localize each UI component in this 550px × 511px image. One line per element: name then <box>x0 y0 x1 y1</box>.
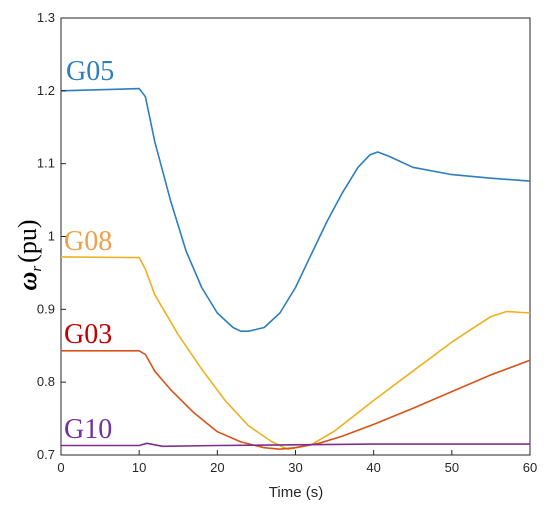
y-tick-label: 0.9 <box>37 301 55 316</box>
series-line-g05 <box>60 87 531 333</box>
x-tick-label: 40 <box>366 460 380 475</box>
series-line-g10 <box>61 442 530 448</box>
y-tick-label: 1.1 <box>37 156 55 171</box>
x-tick-label: 10 <box>132 460 146 475</box>
y-tick-label: 1.2 <box>37 83 55 98</box>
series-label-g05: G05 <box>66 56 114 87</box>
series-label-g03: G03 <box>64 319 112 350</box>
y-tick-label: 0.8 <box>37 374 55 389</box>
x-tick-label: 30 <box>288 460 302 475</box>
x-axis-label: Time (s) <box>269 484 323 501</box>
svg-text:ωr(pu): ωr (pu) <box>13 220 45 291</box>
x-tick-label: 0 <box>57 460 64 475</box>
series-label-g08: G08 <box>64 226 112 257</box>
y-axis: 0.7 0.8 0.9 1 1.1 1.2 1.3 <box>37 10 66 462</box>
y-tick-label: 0.7 <box>37 447 55 462</box>
y-tick-label: 1 <box>48 229 55 244</box>
x-tick-label: 20 <box>210 460 224 475</box>
y-axis-label-symbol: ω <box>13 272 42 291</box>
y-tick-label: 1.3 <box>37 10 55 25</box>
plot-area <box>60 17 531 456</box>
y-axis-label: ωr (pu) <box>13 220 45 291</box>
y-axis-label-unit: (pu) <box>13 220 42 263</box>
y-axis-label-subscript: r <box>29 266 45 272</box>
x-tick-label: 50 <box>445 460 459 475</box>
series-label-g10: G10 <box>64 414 112 445</box>
series-line-g03 <box>61 349 531 451</box>
x-axis: 0 10 20 30 40 50 60 <box>57 450 537 475</box>
x-tick-label: 60 <box>523 460 537 475</box>
series-layer <box>60 87 531 451</box>
